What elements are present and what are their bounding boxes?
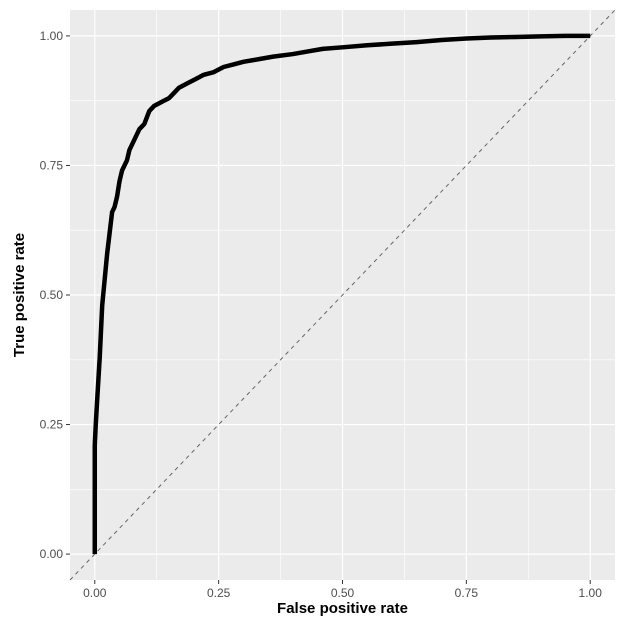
y-tick-label: 0.50 xyxy=(40,288,64,302)
x-tick-label: 1.00 xyxy=(579,586,603,600)
x-tick-label: 0.75 xyxy=(455,586,479,600)
y-tick-label: 0.00 xyxy=(40,547,64,561)
reference-diagonal-line xyxy=(69,9,616,581)
y-tick-label: 0.25 xyxy=(40,418,64,432)
series-layer xyxy=(69,9,616,581)
x-tick-label: 0.25 xyxy=(207,586,231,600)
x-tick-label: 0.00 xyxy=(83,586,107,600)
x-tick-label: 0.50 xyxy=(331,586,355,600)
roc-curve-line xyxy=(92,33,591,555)
y-tick-label: 1.00 xyxy=(40,29,64,43)
y-axis-title: True positive rate xyxy=(11,233,28,357)
x-axis-ticks: 0.00 0.25 0.50 0.75 1.00 xyxy=(83,580,602,600)
y-tick-label: 0.75 xyxy=(40,158,64,172)
x-axis-title: False positive rate xyxy=(277,600,408,617)
y-axis-ticks: 0.00 0.25 0.50 0.75 1.00 xyxy=(40,29,70,561)
